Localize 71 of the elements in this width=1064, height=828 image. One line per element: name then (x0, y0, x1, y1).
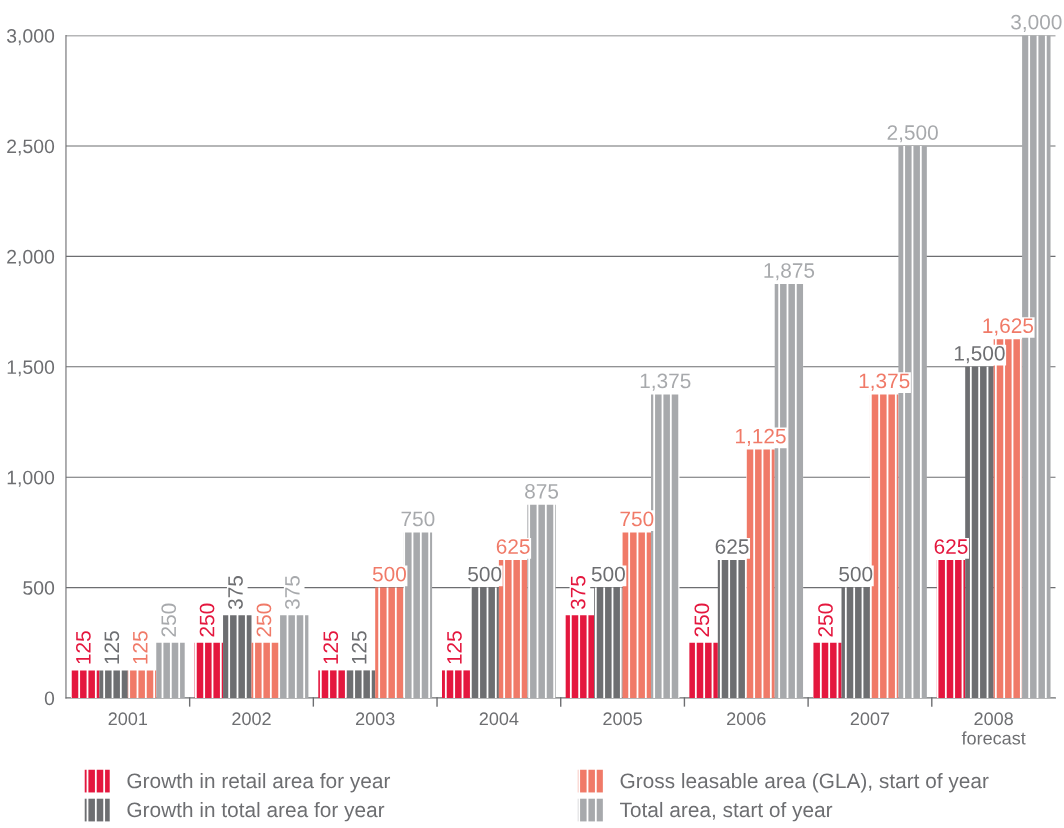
bar (441, 670, 471, 698)
data-label: 125 (447, 631, 462, 664)
bar (279, 615, 309, 698)
bar (223, 615, 252, 698)
legend-label: Growth in total area for year (127, 801, 385, 822)
x-tick-label: 2006 (727, 712, 766, 726)
x-tick-label: 2005 (603, 712, 642, 726)
y-tick-label: 2,500 (7, 139, 55, 156)
data-label: 250 (818, 603, 833, 637)
data-label: 625 (715, 539, 749, 554)
bar (689, 642, 718, 698)
x-tick-label: 2002 (232, 712, 271, 726)
bar (194, 642, 224, 698)
data-label: 2,500 (887, 125, 938, 143)
x-tick-label: 2007 (850, 712, 890, 726)
bar (375, 587, 404, 698)
data-label: 250 (199, 603, 215, 637)
data-label: 125 (132, 631, 148, 664)
y-tick-label: 0 (44, 691, 55, 706)
x-tick-label: 2003 (356, 712, 395, 726)
bar (318, 670, 347, 698)
data-label: 1,625 (983, 318, 1034, 336)
bar (717, 560, 747, 698)
bar (346, 670, 376, 698)
bar (813, 642, 842, 698)
data-label: 3,000 (1011, 14, 1062, 32)
data-label: 250 (161, 603, 177, 637)
data-label: 1,375 (640, 373, 691, 391)
data-label: 750 (620, 511, 654, 527)
legend-label: Total area, start of year (620, 801, 833, 822)
bar (99, 670, 128, 698)
data-label: 625 (934, 539, 968, 554)
data-label: 375 (228, 576, 243, 610)
legend-label: Growth in retail area for year (127, 772, 391, 793)
bar (594, 587, 623, 698)
data-label: 250 (256, 603, 272, 637)
bar (251, 642, 280, 698)
bar (936, 560, 966, 698)
data-label: 500 (372, 566, 406, 582)
data-label: 125 (323, 631, 339, 664)
bar (70, 670, 100, 698)
bar (565, 615, 595, 698)
data-label: 375 (570, 576, 586, 610)
y-tick-label: 500 (23, 581, 55, 595)
bar (156, 642, 185, 698)
data-label: 625 (496, 539, 530, 554)
bar (841, 587, 870, 698)
y-tick-label: 2,000 (7, 249, 55, 266)
y-tick-label: 3,000 (6, 29, 55, 46)
data-label: 1,500 (954, 345, 1005, 364)
data-label: 875 (525, 483, 559, 499)
data-label: 125 (104, 631, 120, 664)
data-label: 250 (694, 603, 710, 637)
data-label: 750 (401, 511, 435, 527)
data-label: 125 (351, 631, 367, 664)
data-label: 500 (468, 566, 502, 582)
x-tick-label: 2001 (108, 712, 148, 726)
data-label: 500 (839, 566, 873, 582)
data-label: 1,125 (736, 428, 786, 446)
data-label: 375 (285, 576, 300, 610)
y-tick-label: 1,500 (7, 360, 55, 377)
legend-label: Gross leasable area (GLA), start of year (620, 772, 989, 793)
data-label: 125 (75, 631, 91, 664)
x-tick-label: 2008 forecast (961, 712, 1026, 745)
bar (470, 587, 499, 698)
x-tick-label: 2004 (479, 712, 519, 726)
data-label: 1,875 (764, 263, 815, 281)
data-label: 500 (591, 566, 625, 582)
y-tick-label: 1,000 (7, 470, 55, 487)
bar (127, 670, 157, 698)
data-label: 1,375 (859, 373, 910, 391)
